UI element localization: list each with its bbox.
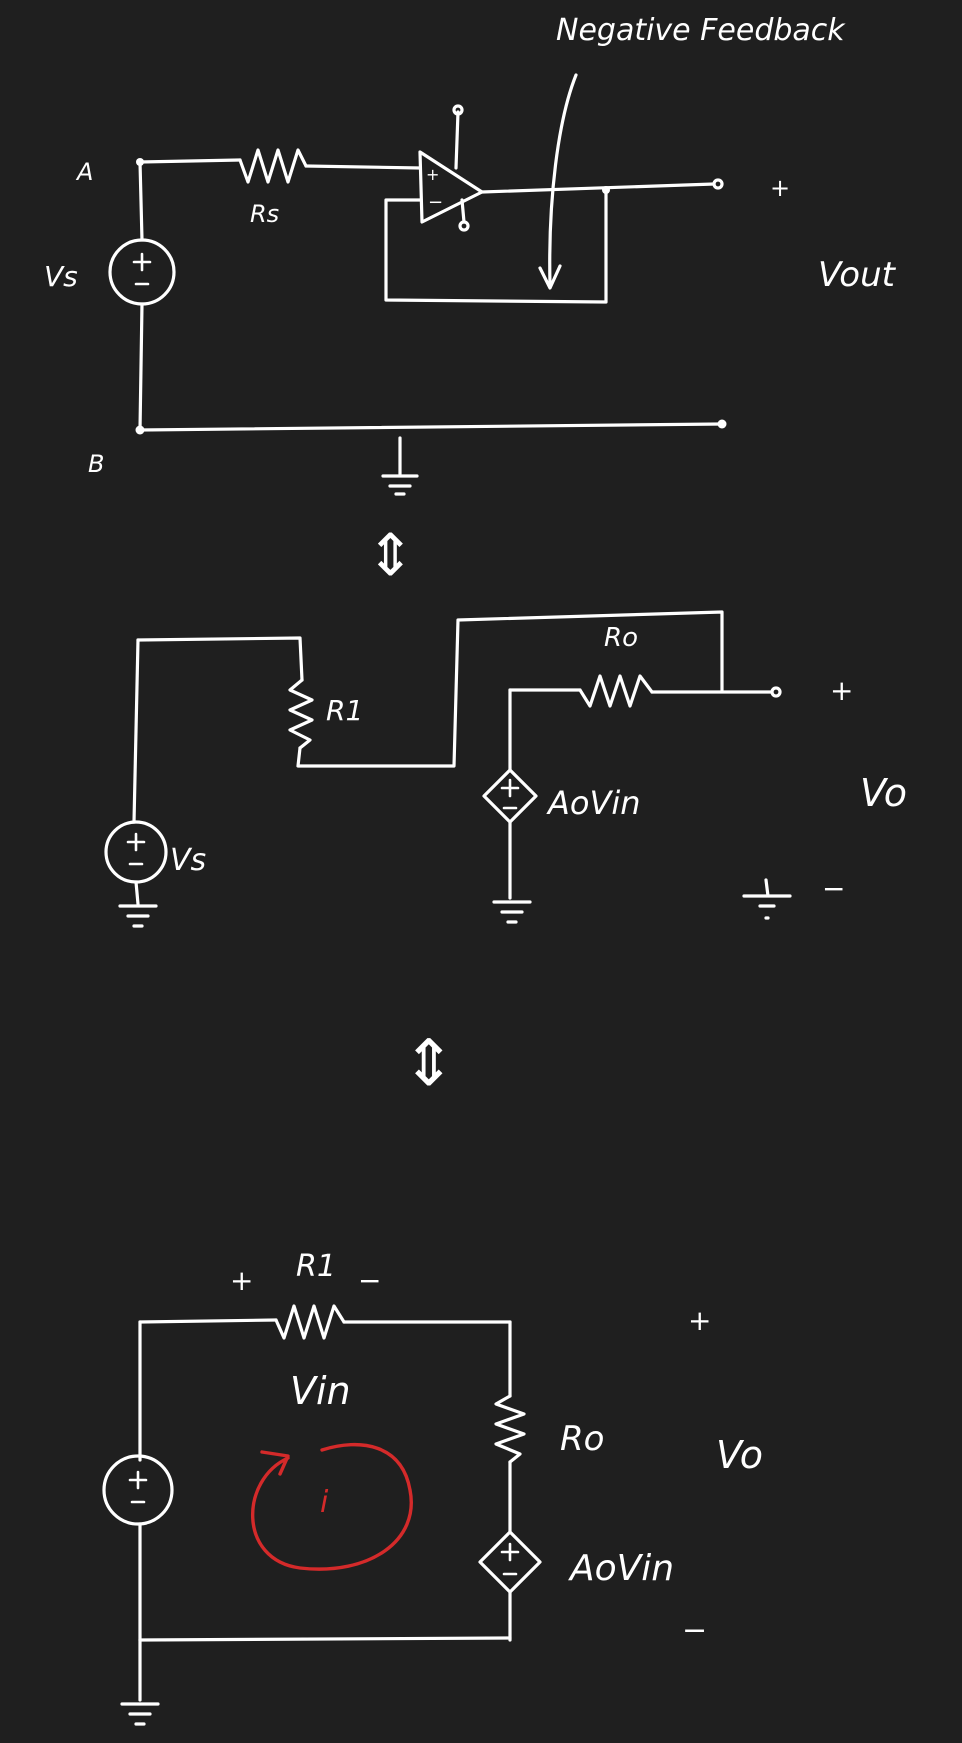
opamp-supply-negative [460, 198, 466, 224]
dependent-source-label-bottom: AoVin [568, 1548, 674, 1589]
voltage-source-bottom [102, 1454, 174, 1526]
resistor-r1-label: R1 [326, 694, 363, 727]
loop-current-arrowhead [260, 1450, 290, 1476]
wire-rs-to-opamp [304, 164, 422, 170]
ground-icon-dep [492, 820, 532, 924]
feedback-arrow-head [538, 264, 562, 290]
node-b-label: B [88, 450, 104, 478]
ground-icon-output [742, 878, 792, 920]
source-polarity-icon-mid [126, 832, 146, 866]
wire-a-to-source [138, 160, 144, 242]
ground-icon-vs [118, 880, 158, 928]
wire-source-to-b [138, 302, 144, 432]
vin-label: Vin [290, 1369, 351, 1413]
supply-positive-terminal [452, 104, 464, 116]
output-plus-label: + [770, 174, 790, 202]
resistor-r1 [288, 678, 314, 750]
node-a-label: A [75, 158, 93, 186]
loop-current-arrow [251, 1443, 413, 1571]
output-minus-label-mid: − [822, 872, 845, 905]
resistor-r1-bottom [274, 1304, 346, 1340]
middle-circuit: R1 Vs Ro AoVin + Vo − [104, 610, 907, 928]
loop-current-label: i [320, 1485, 329, 1520]
output-plus-label-mid: + [830, 674, 853, 707]
source-polarity-icon-bottom [128, 1470, 148, 1504]
wire-r1-to-output [296, 610, 724, 768]
opamp-triangle [418, 150, 484, 224]
resistor-ro [578, 674, 654, 708]
resistor-ro-label: Ro [604, 623, 638, 653]
wire-to-vs [132, 638, 140, 824]
feedback-arrow-line [548, 73, 578, 287]
negative-feedback-label: Negative Feedback [556, 13, 846, 48]
resistor-ro-bottom [494, 1394, 526, 1464]
source-vs-label-mid: Vs [170, 843, 206, 878]
resistor-r1-label-bottom: R1 [296, 1249, 336, 1284]
ground-return-wire [138, 422, 724, 432]
resistor-plus-label: + [230, 1264, 253, 1297]
ground-icon-bottom [120, 1638, 160, 1726]
output-minus-label-bottom: − [682, 1613, 707, 1648]
resistor-rs [238, 148, 308, 184]
wire-top-left [138, 1318, 278, 1324]
bottom-circuit: + R1 − Vin Ro AoVin i + Vo − [102, 1249, 763, 1726]
wire-bottom [138, 1636, 512, 1642]
output-plus-label-bottom: + [688, 1304, 711, 1337]
output-vo-label-mid: Vo [860, 771, 907, 815]
source-polarity-icon [132, 252, 152, 286]
dependent-source-bottom [478, 1530, 542, 1594]
supply-negative-terminal [458, 220, 470, 232]
opamp-minus-label: − [428, 192, 443, 213]
output-vo-label-bottom: Vo [716, 1433, 763, 1477]
resistor-ro-label-bottom: Ro [560, 1419, 604, 1459]
dependent-source-label-mid: AoVin [546, 784, 641, 822]
feedback-loop-wire [384, 188, 608, 304]
output-terminal-top [712, 178, 724, 190]
wire-a-to-rs [138, 158, 242, 164]
equivalence-arrow-2: ⇕ [402, 1027, 456, 1101]
output-terminal-bottom [717, 419, 727, 429]
voltage-source-vs-mid [104, 820, 168, 884]
ground-icon [381, 436, 419, 496]
equivalence-arrow-1: ⇕ [366, 521, 415, 589]
output-vout-label: Vout [818, 255, 897, 295]
opamp-supply-positive [454, 110, 460, 170]
output-terminal-mid [770, 686, 782, 698]
opamp-output-wire [480, 182, 716, 194]
resistor-rs-label: Rs [250, 200, 279, 228]
dep-source-polarity-icon-mid [500, 778, 520, 810]
wire-input-top [136, 636, 304, 682]
dep-source-polarity-icon-bottom [500, 1542, 520, 1576]
resistor-minus-label: − [358, 1264, 381, 1297]
top-circuit: Negative Feedback A B Vs Rs + − [44, 13, 897, 496]
voltage-source-vs [108, 238, 176, 306]
source-vs-label: Vs [44, 260, 78, 293]
opamp-plus-label: + [426, 165, 439, 184]
